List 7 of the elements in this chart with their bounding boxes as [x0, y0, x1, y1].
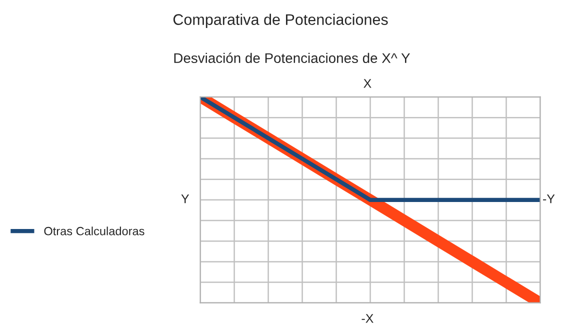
y2-axis-title: -Y: [543, 194, 555, 204]
y-axis-title: Y: [181, 194, 190, 204]
legend-label: Otras Calculadoras: [44, 226, 144, 236]
x2-axis-title: X: [364, 79, 372, 88]
x-axis-title: -X: [362, 314, 374, 323]
chart-subtitle: Desviación de Potenciaciones de X^ Y: [174, 52, 410, 64]
chart-title: Comparativa de Potenciaciones: [173, 14, 388, 28]
